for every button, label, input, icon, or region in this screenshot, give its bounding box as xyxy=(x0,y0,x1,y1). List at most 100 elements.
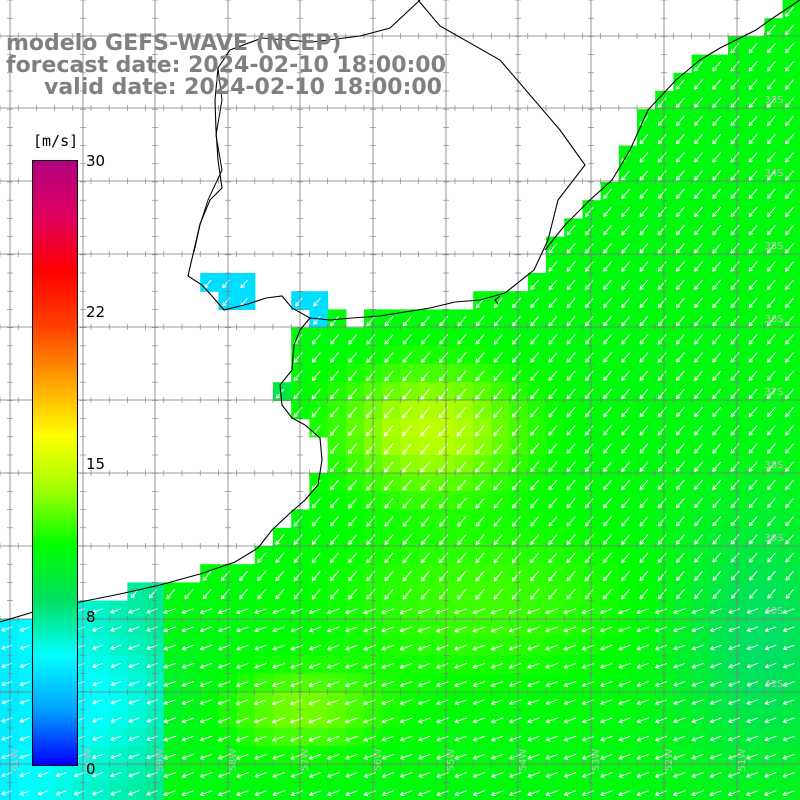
wind-arrow-head xyxy=(657,358,660,363)
wind-arrow-head xyxy=(675,194,678,199)
wind-arrow-head xyxy=(621,194,623,199)
wind-arrow-head xyxy=(712,160,717,163)
wind-arrow xyxy=(548,297,558,309)
wind-arrow xyxy=(675,279,685,290)
wind-arrow-head xyxy=(475,303,478,308)
wind-arrow-head xyxy=(603,269,608,272)
wind-arrow-head xyxy=(182,721,187,724)
wind-arrow xyxy=(548,334,558,345)
wind-arrow-head xyxy=(675,285,678,290)
wind-arrow xyxy=(639,279,649,290)
wind-arrow xyxy=(748,188,758,199)
wind-arrow-head xyxy=(603,230,605,236)
wind-arrow-head xyxy=(128,739,133,741)
wind-arrow-head xyxy=(657,176,660,181)
wind-arrow xyxy=(639,133,649,145)
wind-arrow-head xyxy=(473,776,478,778)
wind-arrow-head xyxy=(785,87,790,90)
wind-arrow-head xyxy=(530,504,532,509)
wind-arrow-head xyxy=(582,758,587,760)
wind-arrow xyxy=(566,243,576,254)
wind-arrow xyxy=(785,115,794,127)
wind-arrow-head xyxy=(785,105,790,108)
wind-arrow-head xyxy=(676,360,681,363)
wind-arrow-head xyxy=(621,230,623,236)
wind-arrow-head xyxy=(730,376,733,381)
wind-arrow-head xyxy=(730,378,735,381)
wind-arrow-head xyxy=(675,85,678,90)
wind-arrow-head xyxy=(766,321,769,327)
wind-arrow-head xyxy=(730,69,735,72)
wind-arrow xyxy=(785,334,794,345)
wind-arrow-head xyxy=(766,176,769,181)
wind-arrow xyxy=(366,370,376,382)
wind-arrow-head xyxy=(730,285,733,290)
wind-arrow xyxy=(675,261,685,272)
wind-arrow-head xyxy=(182,667,187,669)
wind-arrow xyxy=(730,133,740,145)
wind-arrow-head xyxy=(527,685,532,687)
wind-arrow xyxy=(694,61,703,72)
wind-arrow-head xyxy=(730,67,733,72)
wind-arrow-head xyxy=(276,396,281,399)
wind-arrow xyxy=(785,133,794,145)
wind-arrow-head xyxy=(785,267,787,272)
wind-arrow-head xyxy=(363,685,368,687)
wind-arrow xyxy=(694,224,703,236)
wind-arrow-head xyxy=(182,648,187,651)
wind-arrow-head xyxy=(272,649,277,651)
wind-arrow-head xyxy=(530,324,535,327)
wind-arrow-head xyxy=(710,703,715,705)
wind-arrow xyxy=(748,297,758,309)
wind-arrow-head xyxy=(748,176,751,181)
wind-arrow xyxy=(657,315,667,327)
wind-arrow-head xyxy=(603,449,605,454)
wind-arrow-head xyxy=(785,376,787,381)
wind-arrow xyxy=(603,261,612,272)
wind-arrow-head xyxy=(655,612,660,615)
wind-arrow-head xyxy=(530,558,532,563)
wind-arrow-head xyxy=(767,378,772,381)
wind-arrow-head xyxy=(128,757,133,760)
wind-arrow-head xyxy=(710,739,715,742)
wind-arrow-head xyxy=(657,340,660,345)
wind-arrow-head xyxy=(92,630,97,632)
wind-arrow xyxy=(730,370,740,381)
wind-arrow-head xyxy=(181,776,187,778)
wind-arrow xyxy=(712,352,722,363)
wind-arrow-head xyxy=(272,667,277,669)
wind-arrow-head xyxy=(603,303,605,308)
wind-arrow-head xyxy=(254,612,259,615)
wind-arrow xyxy=(657,133,667,145)
wind-arrow xyxy=(639,261,649,272)
wind-arrow-head xyxy=(655,630,660,633)
wind-arrow xyxy=(603,334,612,345)
wind-arrow-head xyxy=(712,121,714,126)
wind-arrow-head xyxy=(728,648,733,651)
wind-arrow-head xyxy=(345,612,350,615)
wind-arrow-head xyxy=(730,287,735,290)
wind-arrow-head xyxy=(512,303,514,308)
wind-arrow-head xyxy=(694,358,696,363)
wind-arrow-head xyxy=(730,358,733,363)
wind-arrow-head xyxy=(254,758,259,760)
wind-arrow-head xyxy=(548,251,553,254)
wind-arrow-head xyxy=(472,612,477,615)
wind-arrow-head xyxy=(1,648,6,650)
wind-arrow xyxy=(748,97,758,108)
wind-arrow-head xyxy=(748,321,751,327)
wind-arrow xyxy=(694,206,703,218)
wind-arrow-head xyxy=(381,721,386,724)
wind-arrow xyxy=(402,315,412,327)
wind-arrow xyxy=(748,370,758,381)
wind-arrow xyxy=(657,352,667,363)
wind-arrow xyxy=(439,334,449,345)
wind-arrow-head xyxy=(767,160,772,163)
wind-arrow-head xyxy=(382,794,387,797)
wind-arrow-head xyxy=(621,378,626,381)
wind-arrow-head xyxy=(527,612,532,615)
wind-arrow-head xyxy=(146,648,151,651)
wind-arrow xyxy=(584,206,594,218)
wind-arrow xyxy=(712,152,722,163)
wind-arrow-head xyxy=(366,397,371,400)
